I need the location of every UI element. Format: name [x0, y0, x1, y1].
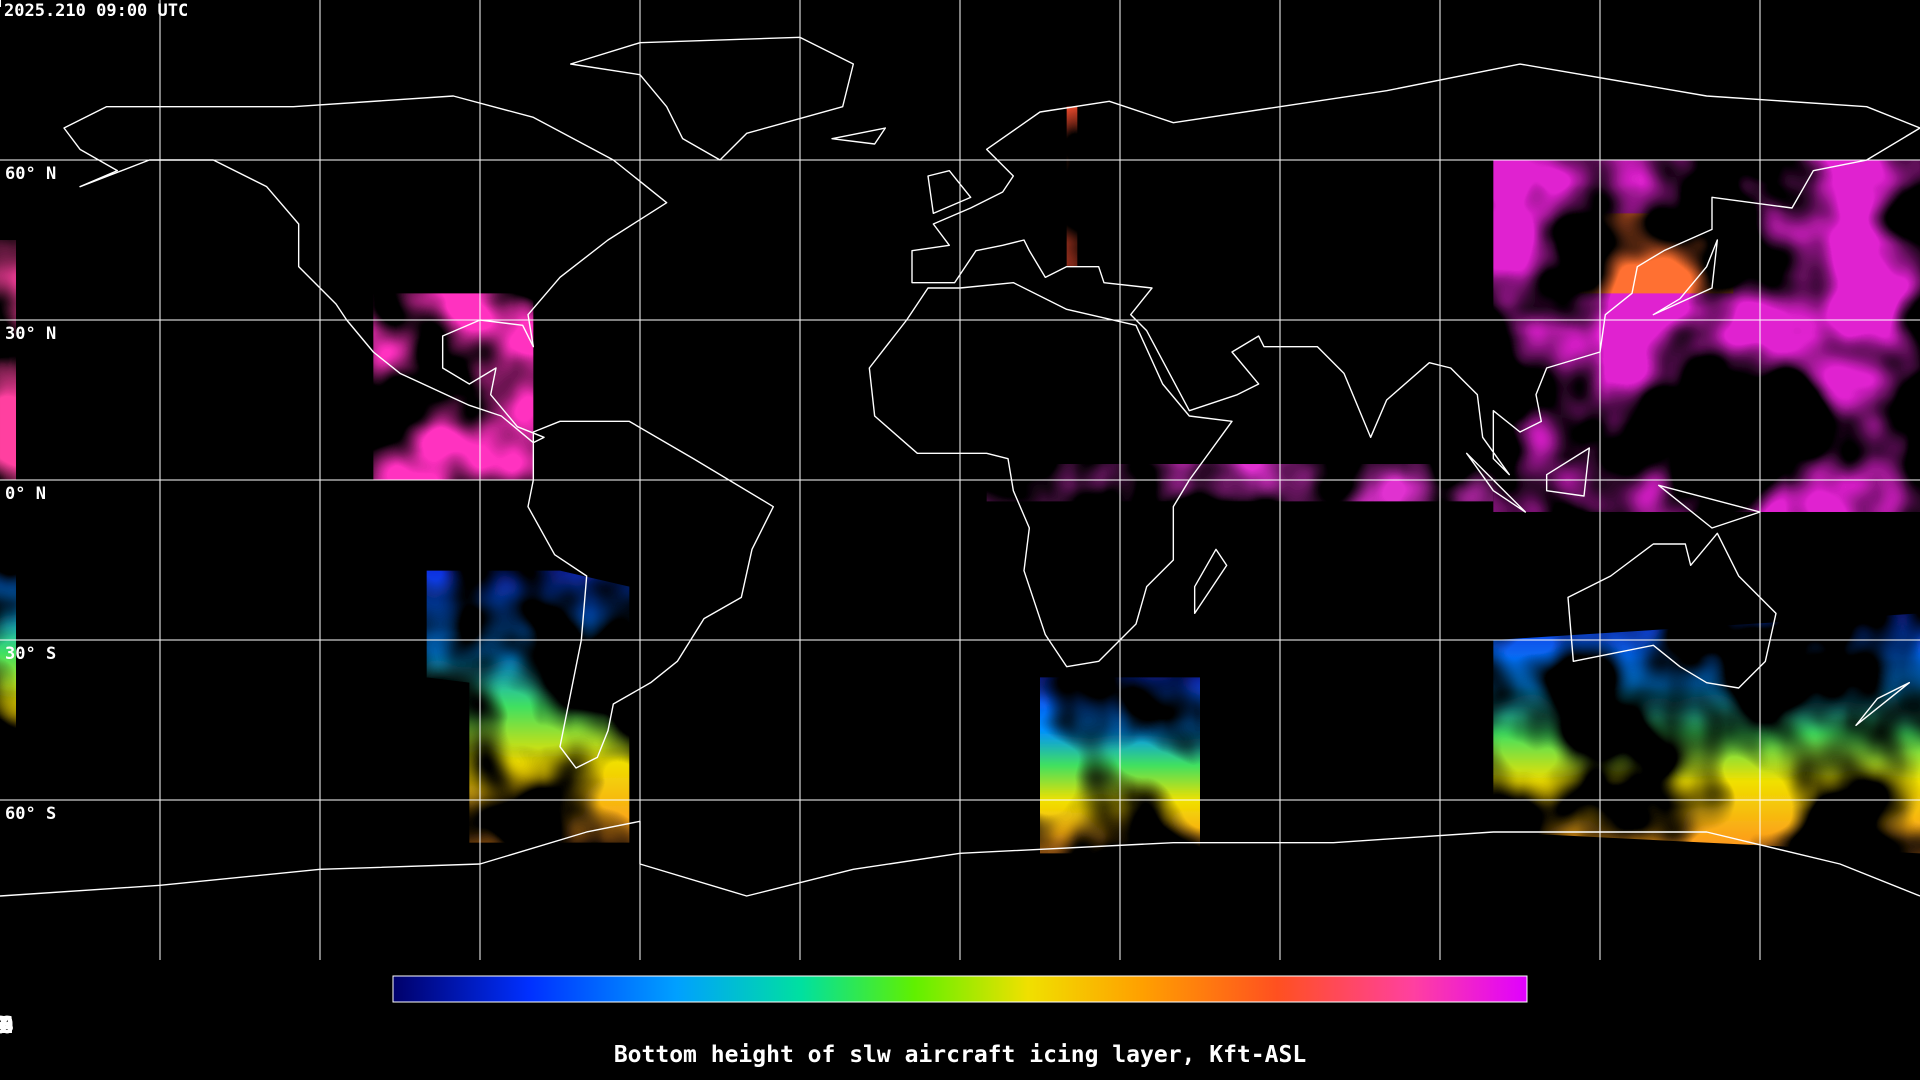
cloud-area: [1493, 613, 1920, 854]
coastline: [832, 128, 1909, 725]
cloud-area: [426, 570, 630, 843]
latitude-label: 60° N: [5, 164, 56, 184]
colorbar-tick-label: 2: [0, 1013, 7, 1039]
coastline: [912, 64, 1920, 475]
cloud-area: [1493, 160, 1920, 512]
graticule: [0, 0, 1920, 960]
cloud-area: [0, 533, 17, 774]
colorbar: [392, 975, 1528, 1003]
latitude-label: 30° S: [5, 644, 56, 664]
cloud-area: [1066, 106, 1078, 267]
cloud-area: [373, 293, 534, 480]
coastline: [571, 37, 854, 160]
latitude-label: 30° N: [5, 324, 56, 344]
colorbar-title: Bottom height of slw aircraft icing laye…: [614, 1042, 1306, 1068]
coastline: [869, 283, 1232, 667]
colorbar-tick-label: 8: [0, 1013, 7, 1039]
timestamp: 2025.210 09:00 UTC: [4, 1, 188, 21]
cloud-area: [986, 464, 1494, 502]
latitude-label: 60° S: [5, 804, 56, 824]
coastline: [1568, 533, 1776, 688]
colorbar-tick-label: 12: [0, 1013, 14, 1039]
cloud-area: [1573, 213, 1734, 294]
colorbar-tick-label: 20: [0, 1013, 14, 1039]
colorbar-tick-label: 4: [0, 1013, 7, 1039]
colorbar-tick-label: 16: [0, 1013, 14, 1039]
colorbar-tick-label: 14: [0, 1013, 14, 1039]
cloud-area: [0, 240, 17, 480]
latitude-label: 0° N: [5, 484, 46, 504]
colorbar-tick-label: 6: [0, 1013, 7, 1039]
colorbar-tick-label: 10: [0, 1013, 14, 1039]
colorbar-tick-label: 0: [0, 1013, 7, 1039]
coastline: [528, 421, 773, 768]
